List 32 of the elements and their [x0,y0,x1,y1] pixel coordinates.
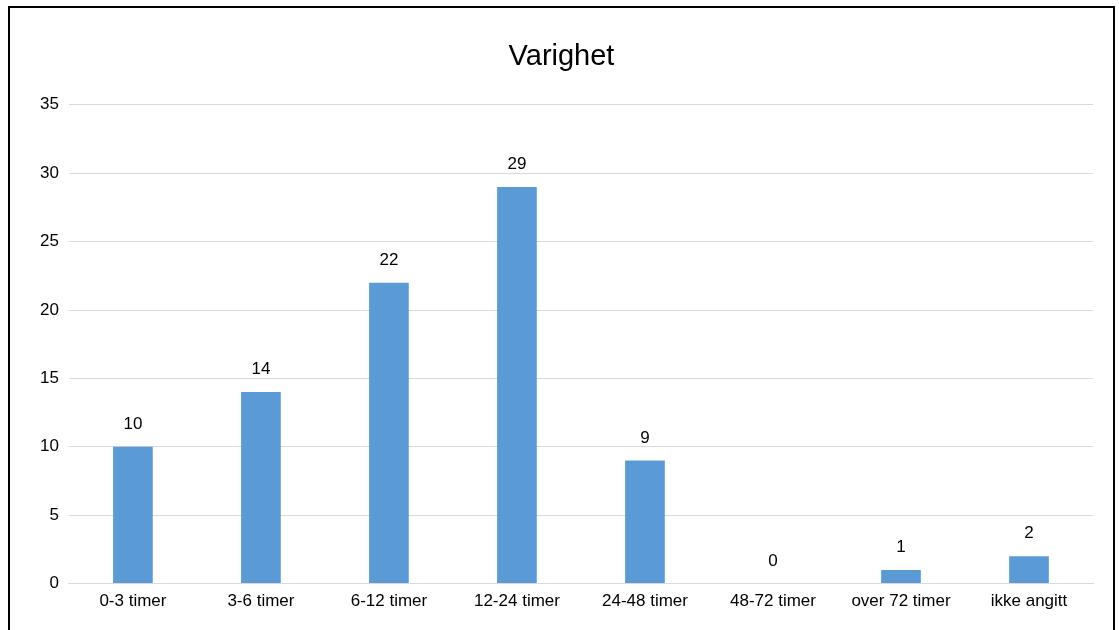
chart-title: Varighet [508,39,615,72]
x-tick-label: 48-72 timer [729,591,817,611]
data-label: 1 [896,537,906,557]
data-label: 9 [640,427,650,447]
data-label: 29 [507,154,527,174]
x-tick-label: 12-24 timer [473,591,561,611]
y-tick-label: 35 [39,94,59,114]
bar [1009,556,1049,584]
data-label: 22 [379,249,399,269]
x-tick-label: over 72 timer [851,591,951,611]
y-tick-label: 0 [49,573,59,593]
y-tick-label: 20 [39,299,59,319]
x-tick-label: 0-3 timer [99,591,167,611]
y-tick-label: 10 [39,436,59,456]
y-tick-label: 15 [39,368,59,388]
data-label: 2 [1024,523,1034,543]
data-label: 10 [123,413,143,433]
bar [881,569,921,584]
bar [369,282,409,584]
data-label: 14 [251,359,271,379]
bar [241,392,281,584]
bar [497,186,537,584]
x-tick-label: ikke angitt [990,591,1068,611]
bar [113,446,153,584]
bar [625,460,665,584]
x-tick-label: 24-48 timer [601,591,689,611]
y-tick-label: 25 [39,231,59,251]
x-tick-label: 6-12 timer [350,591,428,611]
y-tick-label: 30 [39,162,59,182]
data-label: 0 [768,550,778,570]
y-tick-label: 5 [49,504,59,524]
x-tick-label: 3-6 timer [227,591,295,611]
